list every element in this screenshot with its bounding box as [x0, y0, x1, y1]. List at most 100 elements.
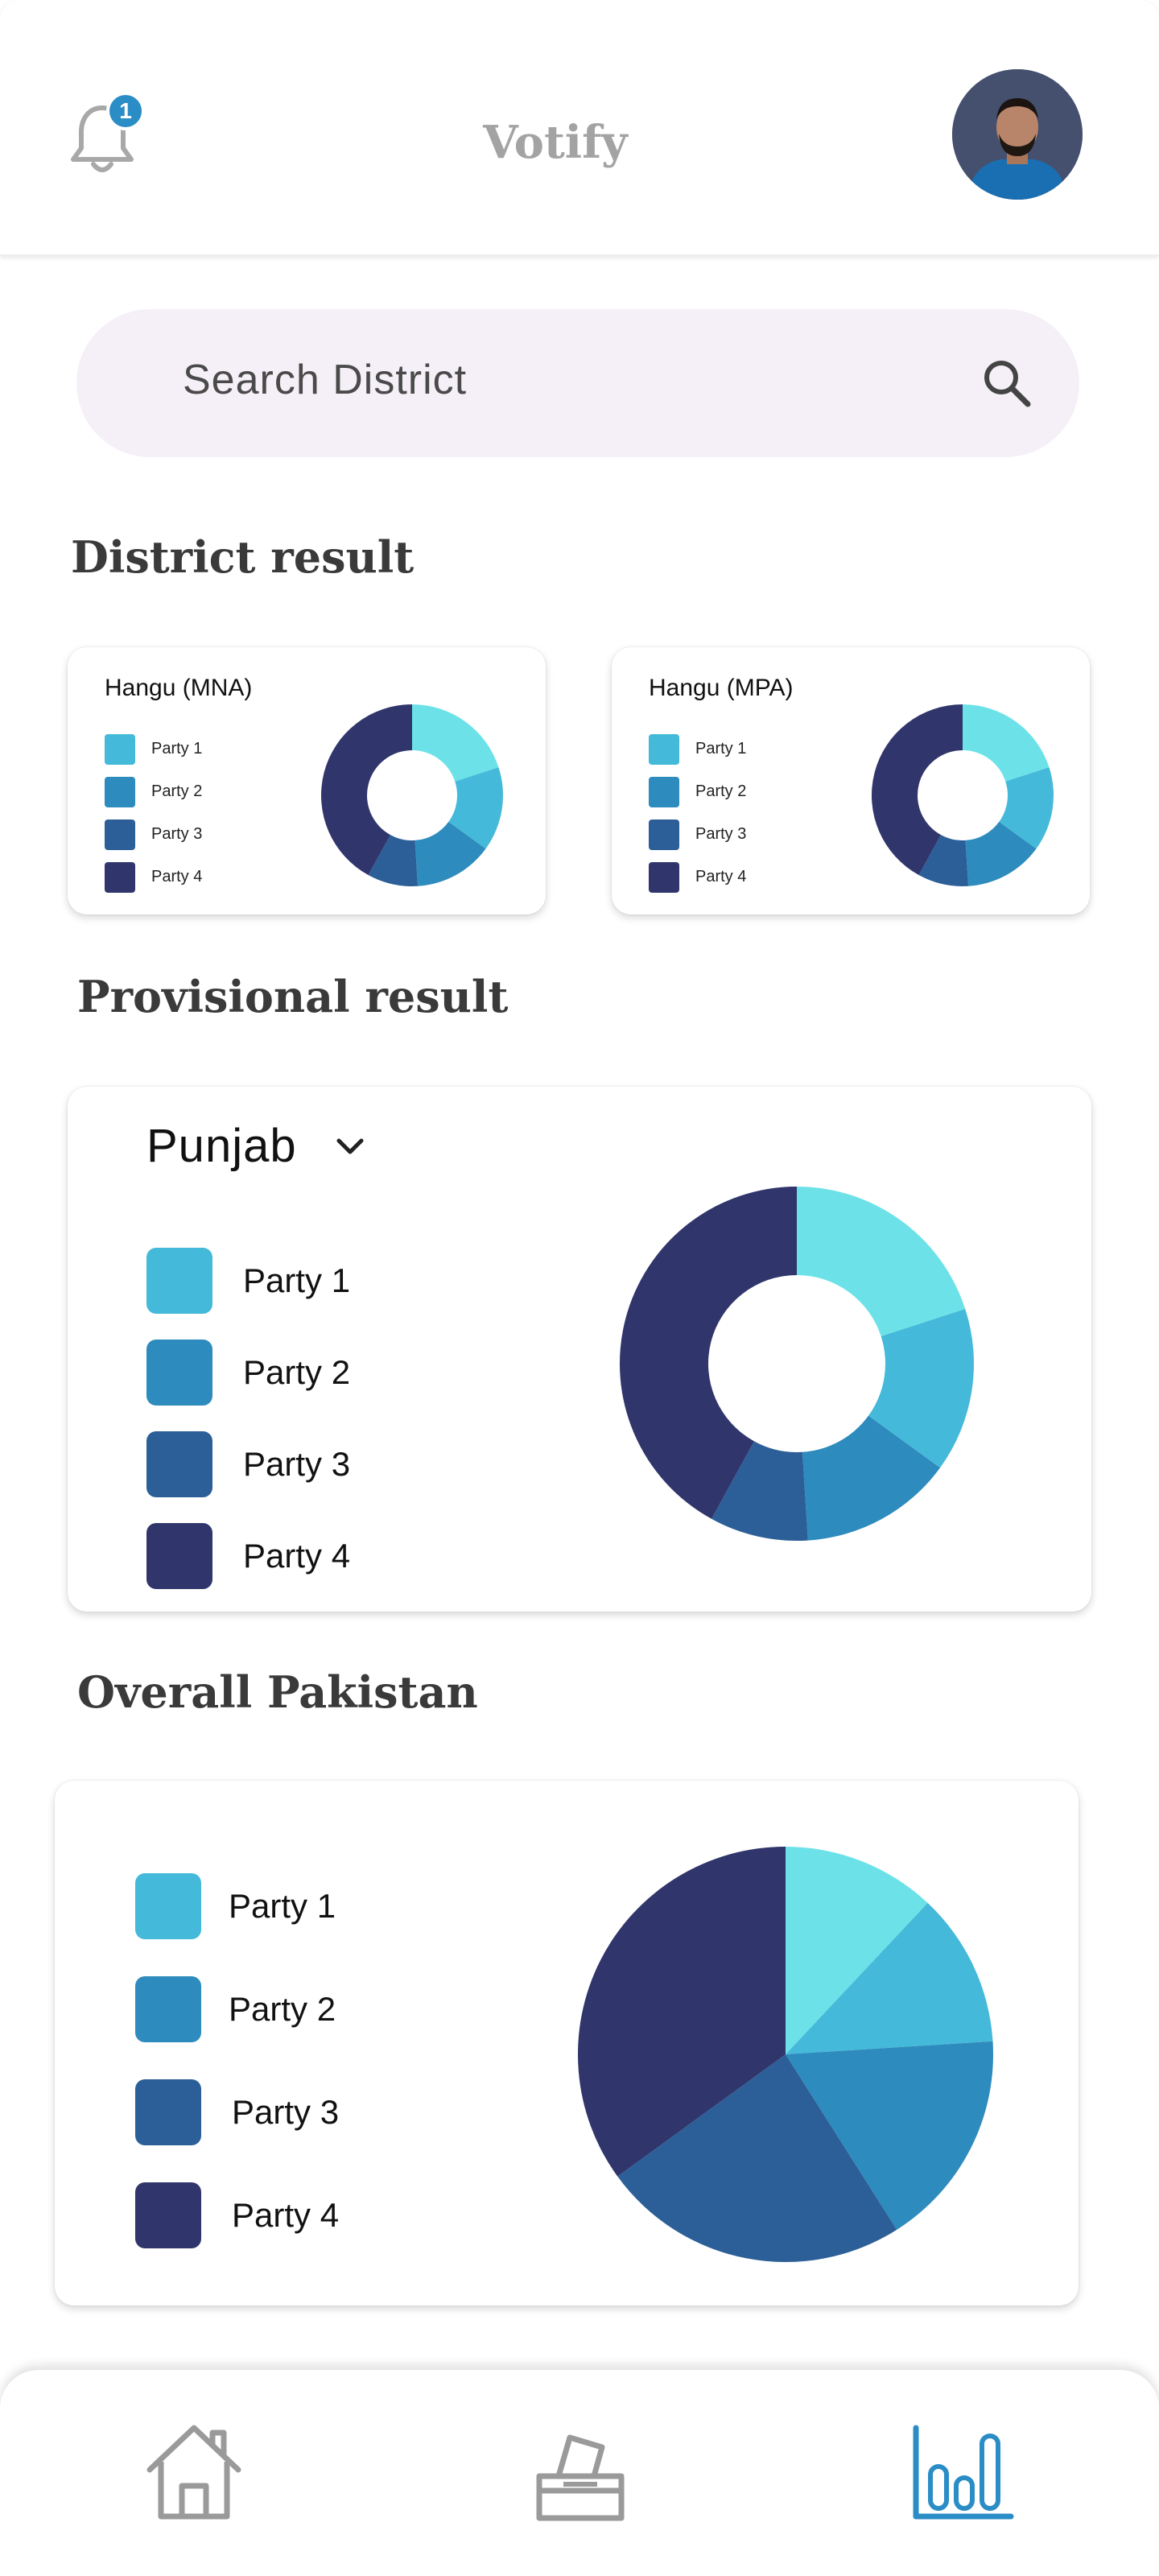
- pie-slice-5: [872, 704, 963, 876]
- legend-swatch: [146, 1431, 212, 1497]
- legend-label: Party 4: [243, 1537, 351, 1575]
- legend-swatch: [649, 776, 679, 807]
- legend-label: Party 1: [151, 740, 203, 758]
- notification-badge: 1: [106, 92, 145, 130]
- pie-slice-2: [999, 767, 1054, 849]
- legend-label: Party 4: [232, 2196, 340, 2234]
- region-dropdown-value: Punjab: [146, 1120, 297, 1172]
- legend-item-party-2: Party 2: [135, 1958, 339, 2061]
- legend-item-party-4: Party 4: [105, 856, 202, 898]
- district-result-heading: District result: [71, 531, 415, 583]
- chart-legend: Party 1 Party 2 Party 3 Party 4: [146, 1235, 350, 1602]
- pie-slice-4: [617, 2054, 897, 2262]
- legend-swatch: [146, 1340, 212, 1406]
- overall-result-card: Party 1 Party 2 Party 3 Party 4: [55, 1781, 1079, 2306]
- legend-swatch: [135, 1976, 201, 2042]
- legend-label: Party 2: [243, 1353, 351, 1391]
- overall-pakistan-heading: Overall Pakistan: [77, 1666, 478, 1718]
- legend-label: Party 3: [243, 1445, 351, 1483]
- pie-slice-4: [711, 1441, 808, 1541]
- pie-slice-5: [321, 704, 412, 876]
- pie-slice-3: [786, 2041, 993, 2230]
- legend-item-party-1: Party 1: [135, 1855, 339, 1958]
- legend-swatch: [146, 1248, 212, 1314]
- district-mpa-donut-chart: [872, 704, 1054, 886]
- legend-item-party-3: Party 3: [135, 2061, 339, 2164]
- legend-item-party-3: Party 3: [146, 1418, 350, 1510]
- pie-slice-4: [368, 835, 419, 886]
- chevron-down-icon[interactable]: [332, 1129, 368, 1164]
- bottom-navigation: [0, 2370, 1159, 2576]
- provisional-result-card: Punjab Party 1 Party 2 Party 3 Party 4: [68, 1087, 1091, 1612]
- pie-slice-1: [963, 704, 1050, 782]
- legend-swatch: [105, 733, 135, 765]
- legend-item-party-4: Party 4: [146, 1510, 350, 1602]
- legend-swatch: [135, 2079, 201, 2145]
- pie-slice-2: [448, 767, 503, 849]
- legend-swatch: [105, 819, 135, 850]
- profile-photo: [952, 69, 1083, 200]
- legend-label: Party 1: [243, 1261, 351, 1299]
- legend-label: Party 1: [229, 1887, 336, 1925]
- legend-label: Party 2: [695, 782, 747, 800]
- chart-legend: Party 1 Party 2 Party 3 Party 4: [135, 1855, 339, 2267]
- legend-item-party-1: Party 1: [146, 1235, 350, 1327]
- overall-pie-chart: [578, 1847, 993, 2262]
- legend-item-party-2: Party 2: [146, 1327, 350, 1418]
- pie-slice-4: [918, 835, 969, 886]
- pie-slice-1: [412, 704, 499, 782]
- legend-swatch: [649, 861, 679, 893]
- legend-item-party-1: Party 1: [105, 728, 202, 770]
- ballot-box-icon[interactable]: [528, 2420, 633, 2524]
- pie-slice-2: [868, 1309, 974, 1468]
- legend-label: Party 4: [151, 868, 203, 886]
- avatar[interactable]: [952, 69, 1083, 200]
- app-header: 1 Votify: [0, 0, 1159, 256]
- provisional-donut-chart: [620, 1187, 974, 1541]
- chart-legend: Party 1 Party 2 Party 3 Party 4: [649, 728, 746, 898]
- pie-slice-3: [415, 821, 486, 886]
- home-icon[interactable]: [142, 2420, 246, 2524]
- district-card-title: Hangu (MNA): [105, 675, 253, 701]
- legend-label: Party 3: [695, 825, 747, 843]
- pie-slice-3: [802, 1415, 940, 1541]
- district-card-title: Hangu (MPA): [649, 675, 794, 701]
- legend-item-party-3: Party 3: [649, 813, 746, 856]
- legend-item-party-4: Party 4: [649, 856, 746, 898]
- search-bar[interactable]: Search District: [76, 309, 1079, 457]
- legend-label: Party 3: [151, 825, 203, 843]
- legend-item-party-1: Party 1: [649, 728, 746, 770]
- legend-item-party-2: Party 2: [105, 770, 202, 813]
- legend-item-party-4: Party 4: [135, 2164, 339, 2267]
- bar-chart-icon[interactable]: [909, 2420, 1014, 2524]
- district-card-mna[interactable]: Hangu (MNA) Party 1 Party 2 Party 3 Part…: [68, 647, 546, 914]
- legend-swatch: [146, 1523, 212, 1589]
- legend-label: Party 4: [695, 868, 747, 886]
- pie-slice-1: [797, 1187, 966, 1337]
- pie-slice-5: [578, 1847, 786, 2177]
- region-dropdown[interactable]: Punjab: [146, 1119, 368, 1173]
- district-mna-donut-chart: [321, 704, 503, 886]
- pie-slice-3: [965, 821, 1037, 886]
- legend-swatch: [105, 776, 135, 807]
- legend-swatch: [649, 733, 679, 765]
- legend-item-party-3: Party 3: [105, 813, 202, 856]
- legend-swatch: [105, 861, 135, 893]
- legend-label: Party 1: [695, 740, 747, 758]
- legend-label: Party 2: [229, 1990, 336, 2028]
- pie-slice-5: [620, 1187, 797, 1519]
- pie-slice-1: [786, 1847, 928, 2054]
- pie-slice-2: [786, 1902, 993, 2054]
- legend-swatch: [649, 819, 679, 850]
- chart-legend: Party 1 Party 2 Party 3 Party 4: [105, 728, 202, 898]
- search-input[interactable]: Search District: [183, 357, 468, 403]
- app-title: Votify: [483, 116, 628, 169]
- legend-item-party-2: Party 2: [649, 770, 746, 813]
- legend-label: Party 2: [151, 782, 203, 800]
- legend-swatch: [135, 2182, 201, 2248]
- district-card-mpa[interactable]: Hangu (MPA) Party 1 Party 2 Party 3 Part…: [612, 647, 1090, 914]
- provisional-result-heading: Provisional result: [77, 971, 509, 1022]
- search-icon[interactable]: [980, 356, 1034, 411]
- legend-label: Party 3: [232, 2093, 340, 2131]
- legend-swatch: [135, 1873, 201, 1939]
